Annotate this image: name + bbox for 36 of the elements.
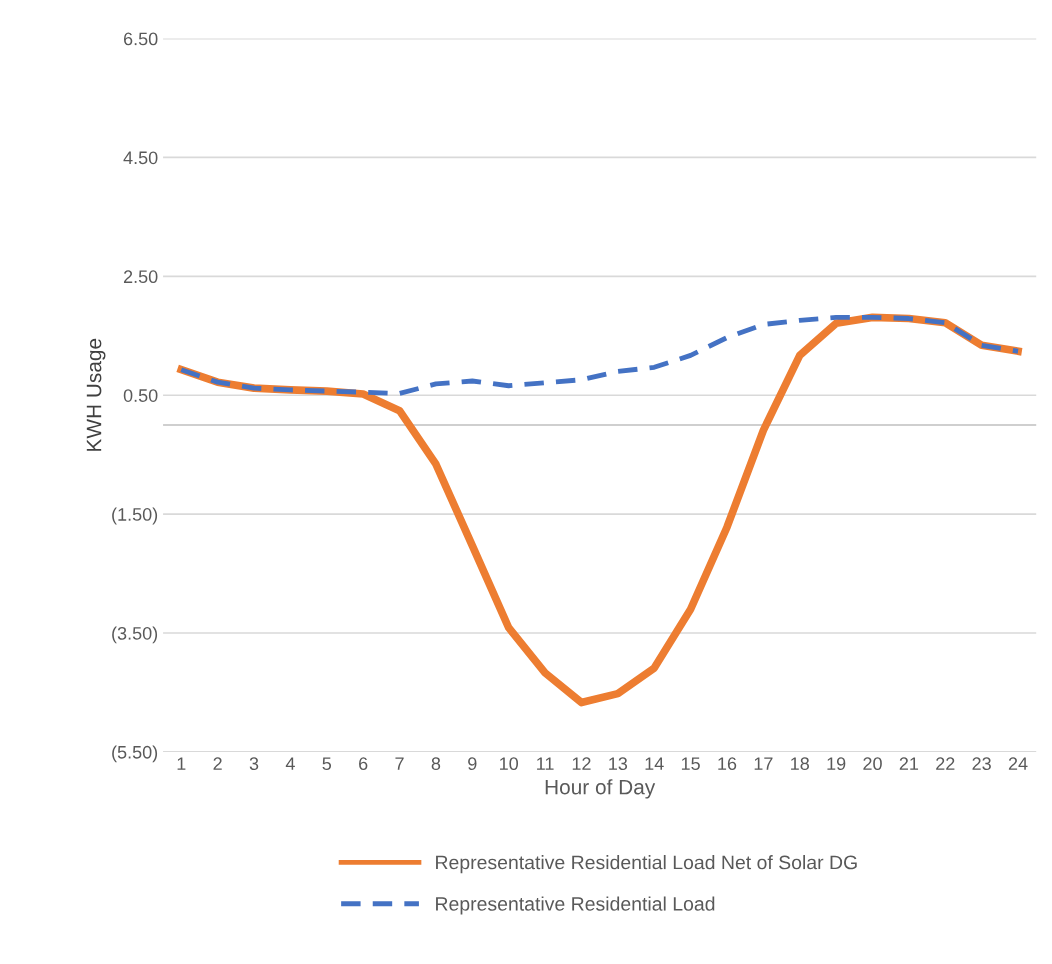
x-tick-label: 17 (754, 757, 773, 770)
x-tick-label: 13 (609, 757, 628, 771)
x-tick-label: 7 (395, 757, 404, 770)
x-tick-label: 6 (359, 757, 368, 771)
x-tick-label: 5 (322, 757, 332, 771)
y-axis-title: KWH Usage (86, 338, 106, 451)
x-tick-label: 14 (645, 757, 664, 770)
x-tick-label: 24 (1008, 757, 1028, 770)
x-tick-label: 9 (468, 757, 477, 771)
x-tick-label: 15 (681, 757, 700, 771)
line-series (178, 314, 1021, 396)
x-tick-label: 1 (177, 757, 186, 770)
x-tick-label: 22 (936, 757, 955, 770)
x-tick-label: 23 (972, 757, 991, 771)
x-tick-label: 20 (863, 757, 882, 771)
y-tick-label: 2.50 (123, 270, 158, 284)
x-tick-label: 19 (827, 757, 846, 771)
x-tick-label: 4 (285, 757, 295, 770)
legend-label: Representative Residential Load Net of Solar DG (436, 855, 857, 874)
x-tick-label: 3 (249, 757, 259, 771)
x-tick-label: 21 (899, 757, 919, 770)
x-axis-title: Hour of Day (545, 779, 656, 799)
x-tick-label: 8 (431, 757, 441, 771)
x-tick-label: 12 (572, 757, 591, 770)
y-tick-label: 0.50 (123, 389, 158, 402)
y-tick-label: 6.50 (123, 32, 158, 46)
x-tick-label: 18 (791, 757, 809, 771)
legend-label: Representative Residential Load (436, 896, 715, 915)
x-tick-label: 11 (537, 757, 554, 770)
y-tick-label: (1.50) (112, 507, 158, 525)
y-tick-label: 4.50 (123, 151, 158, 165)
x-tick-label: 10 (500, 757, 519, 771)
y-tick-label: (5.50) (112, 745, 158, 763)
y-tick-label: (3.50) (112, 626, 158, 644)
x-tick-label: 2 (213, 757, 222, 770)
x-tick-label: 16 (718, 757, 737, 771)
